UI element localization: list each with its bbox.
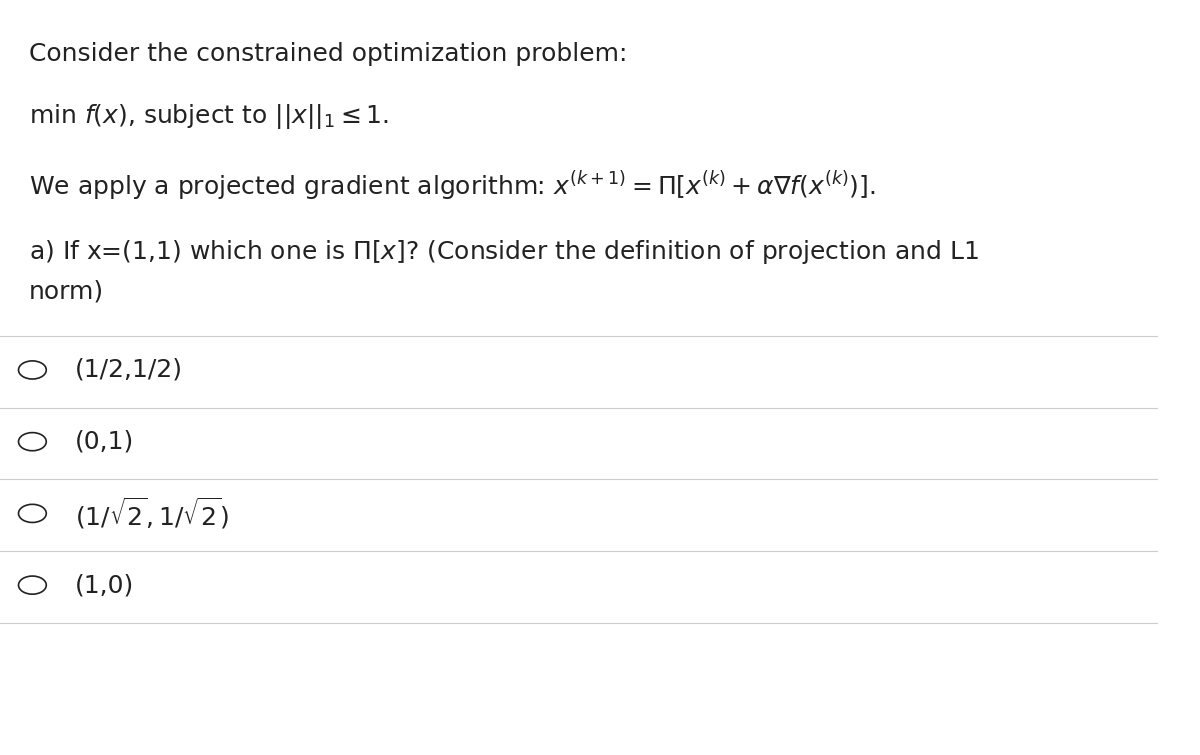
Text: $(1/\sqrt{2}, 1/\sqrt{2})$: $(1/\sqrt{2}, 1/\sqrt{2})$ (76, 495, 229, 532)
Text: We apply a projected gradient algorithm: $x^{(k+1)} = \Pi[x^{(k)} + \alpha \nabl: We apply a projected gradient algorithm:… (29, 170, 876, 203)
Text: min $f(x)$, subject to $||x||_1 \leq 1$.: min $f(x)$, subject to $||x||_1 \leq 1$. (29, 102, 389, 131)
Text: (1,0): (1,0) (76, 573, 134, 597)
Text: a) If x=(1,1) which one is $\Pi[x]$? (Consider the definition of projection and : a) If x=(1,1) which one is $\Pi[x]$? (Co… (29, 238, 979, 266)
Text: (0,1): (0,1) (76, 430, 134, 454)
Text: Consider the constrained optimization problem:: Consider the constrained optimization pr… (29, 42, 628, 66)
Text: norm): norm) (29, 279, 104, 304)
Text: (1/2,1/2): (1/2,1/2) (76, 358, 184, 382)
